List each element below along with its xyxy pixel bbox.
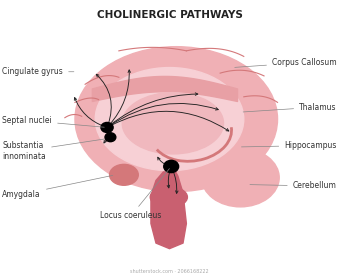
Circle shape [101, 122, 113, 132]
Text: Hippocampus: Hippocampus [241, 141, 337, 150]
Ellipse shape [122, 93, 223, 154]
Polygon shape [151, 164, 186, 249]
Ellipse shape [202, 148, 279, 207]
Text: CHOLINERGIC PATHWAYS: CHOLINERGIC PATHWAYS [97, 10, 242, 20]
Text: Substantia
innominata: Substantia innominata [2, 139, 104, 161]
Ellipse shape [109, 164, 138, 185]
Circle shape [105, 133, 116, 142]
Text: shutterstock.com · 2066168222: shutterstock.com · 2066168222 [130, 269, 209, 274]
Ellipse shape [147, 104, 215, 146]
Text: Thalamus: Thalamus [243, 103, 337, 112]
Text: Cerebellum: Cerebellum [250, 181, 337, 190]
Circle shape [164, 160, 179, 172]
Ellipse shape [95, 67, 244, 171]
Ellipse shape [75, 47, 278, 192]
Ellipse shape [150, 187, 187, 207]
Text: Septal nuclei: Septal nuclei [2, 116, 104, 127]
Text: Cingulate gyrus: Cingulate gyrus [2, 67, 74, 76]
Text: Amygdala: Amygdala [2, 175, 113, 199]
Text: Corpus Callosum: Corpus Callosum [235, 58, 337, 67]
Text: Locus coeruleus: Locus coeruleus [100, 169, 170, 220]
